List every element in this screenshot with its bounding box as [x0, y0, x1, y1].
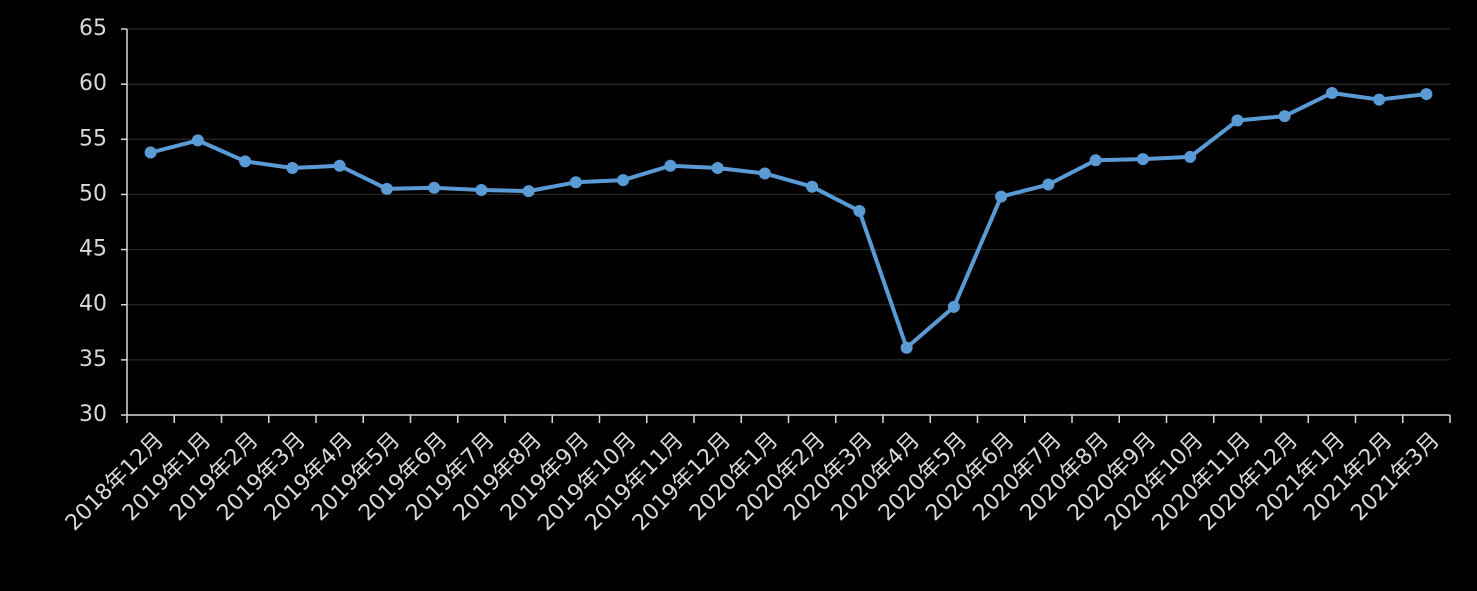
y-tick-label: 50 — [79, 181, 107, 206]
point — [522, 185, 535, 198]
point — [806, 180, 819, 193]
point — [664, 159, 677, 172]
point — [1325, 86, 1338, 99]
point — [711, 161, 724, 174]
point — [1136, 153, 1149, 166]
y-tick-label: 60 — [79, 71, 107, 96]
point — [569, 176, 582, 189]
point — [333, 159, 346, 172]
point — [144, 146, 157, 159]
point — [995, 190, 1008, 203]
point — [1042, 178, 1055, 191]
point — [380, 182, 393, 195]
point — [1231, 114, 1244, 127]
point — [191, 134, 204, 147]
y-tick-label: 40 — [79, 292, 107, 317]
y-tick-label: 55 — [79, 126, 107, 151]
point — [1420, 88, 1433, 101]
point — [1278, 110, 1291, 123]
point — [617, 174, 630, 187]
point — [900, 341, 913, 354]
point — [1373, 93, 1386, 106]
point — [286, 161, 299, 174]
point — [947, 300, 960, 313]
y-tick-label: 30 — [79, 402, 107, 427]
y-tick-label: 35 — [79, 347, 107, 372]
y-tick-label: 65 — [79, 16, 107, 41]
point — [853, 204, 866, 217]
point — [1089, 154, 1102, 167]
point — [758, 167, 771, 180]
point — [239, 155, 252, 168]
point — [475, 184, 488, 197]
point — [428, 181, 441, 194]
y-tick-label: 45 — [79, 237, 107, 262]
series-line — [150, 90, 1427, 350]
point — [1184, 150, 1197, 163]
